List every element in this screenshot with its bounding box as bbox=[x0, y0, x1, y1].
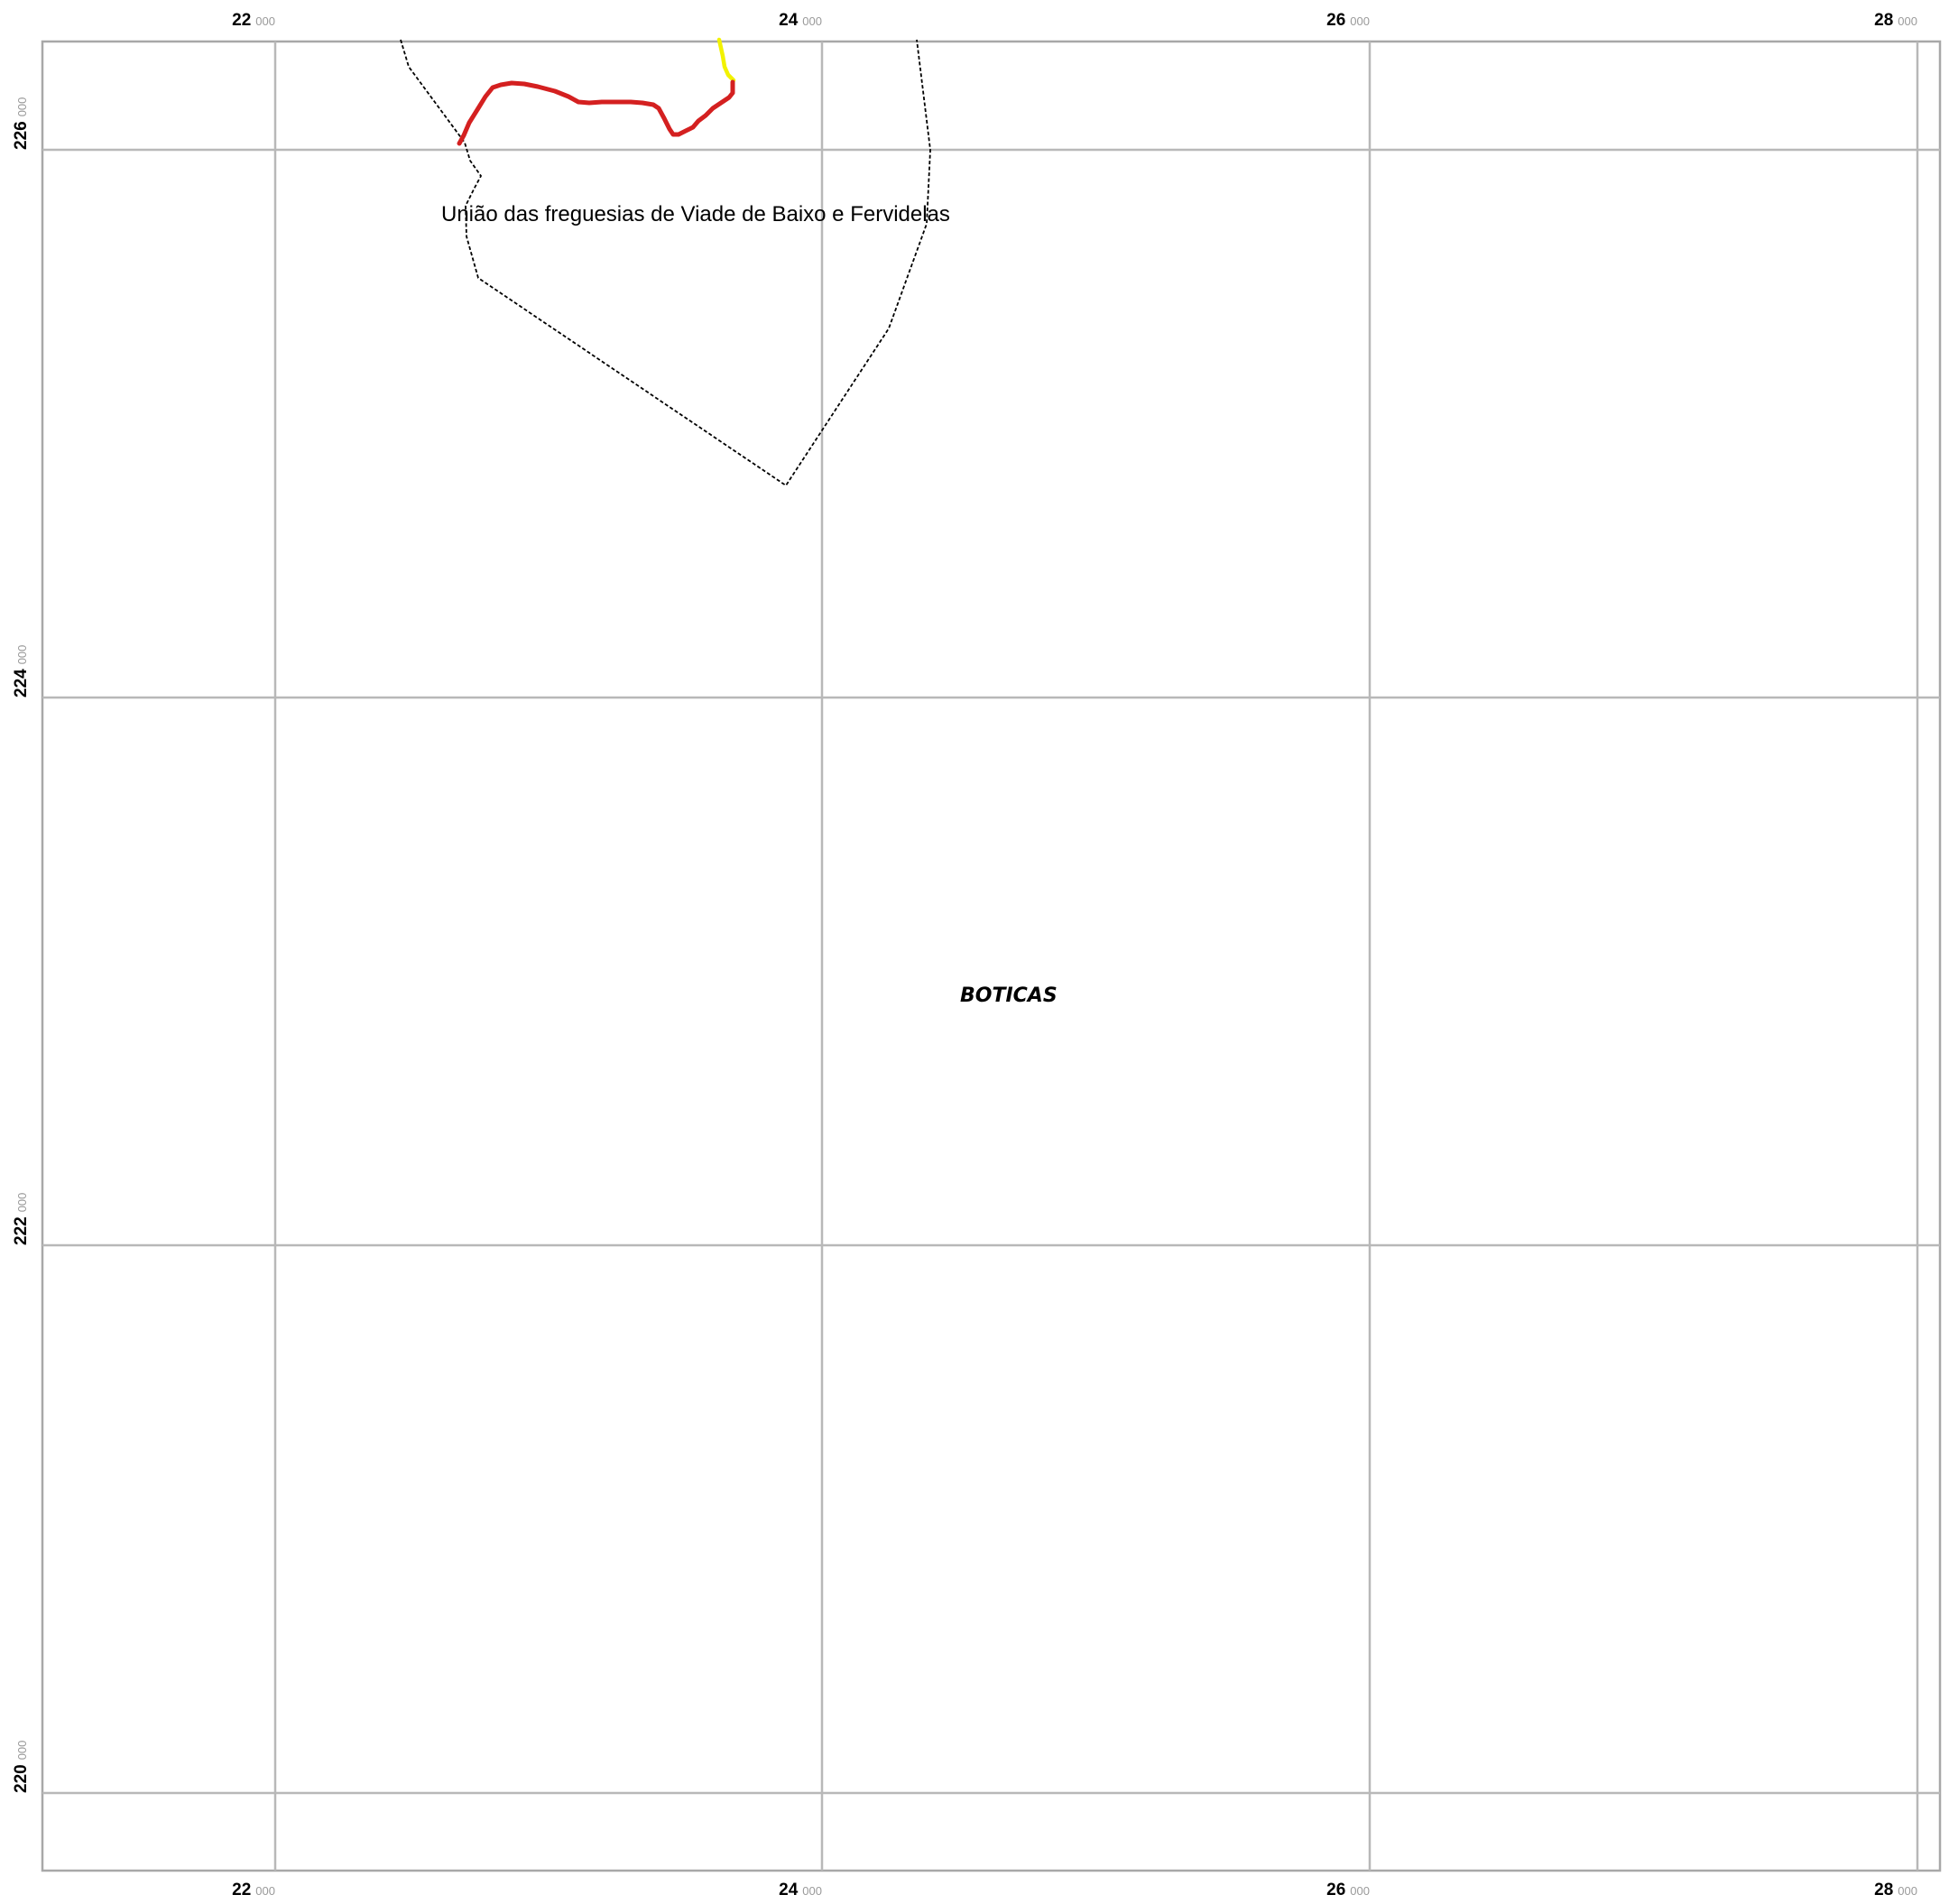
route-red bbox=[457, 79, 735, 146]
y-tick-226: 226000 bbox=[12, 97, 31, 150]
municipality-label: BOTICAS bbox=[960, 984, 1058, 1007]
route-yellow bbox=[716, 37, 736, 83]
parish-label: União das freguesias de Viade de Baixo e… bbox=[441, 202, 950, 226]
y-tick-224: 224000 bbox=[12, 645, 31, 698]
x-tick-top-24: 24 000 bbox=[779, 11, 822, 30]
x-tick-bottom-28: 28 000 bbox=[1874, 1881, 1917, 1899]
parish-boundary bbox=[400, 39, 931, 487]
x-tick-top-26: 26 000 bbox=[1326, 11, 1370, 30]
map-frame bbox=[41, 40, 1942, 1872]
x-tick-top-22: 22 000 bbox=[232, 11, 275, 30]
y-tick-222: 222000 bbox=[12, 1193, 31, 1245]
x-tick-bottom-24: 24 000 bbox=[779, 1881, 822, 1899]
bottom-axis-labels: 22 000 24 000 26 000 28 000 bbox=[232, 1881, 1917, 1899]
x-tick-bottom-26: 26 000 bbox=[1326, 1881, 1370, 1899]
left-axis-labels: 226000 224000 222000 220000 bbox=[12, 97, 31, 1793]
top-axis-labels: 22 000 24 000 26 000 28 000 bbox=[232, 11, 1917, 30]
grid-lines bbox=[42, 42, 1940, 1871]
x-tick-top-28: 28 000 bbox=[1874, 11, 1917, 30]
x-tick-bottom-22: 22 000 bbox=[232, 1881, 275, 1899]
y-tick-220: 220000 bbox=[12, 1741, 31, 1793]
